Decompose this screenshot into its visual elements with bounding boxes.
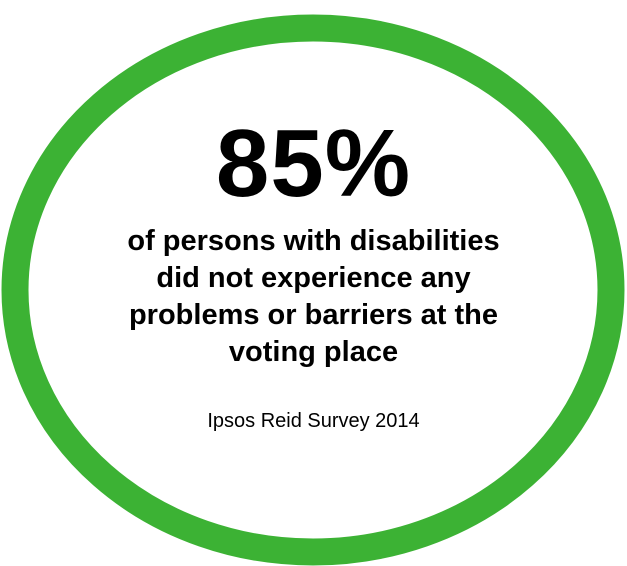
- statement-line: of persons with disabilities: [60, 223, 567, 260]
- statement-text: of persons with disabilities did not exp…: [60, 223, 567, 371]
- statement-line: problems or barriers at the: [60, 297, 567, 334]
- statement-line: voting place: [60, 334, 567, 371]
- statistic-value: 85%: [0, 114, 627, 214]
- source-citation: Ipsos Reid Survey 2014: [0, 408, 627, 434]
- statement-line: did not experience any: [60, 260, 567, 297]
